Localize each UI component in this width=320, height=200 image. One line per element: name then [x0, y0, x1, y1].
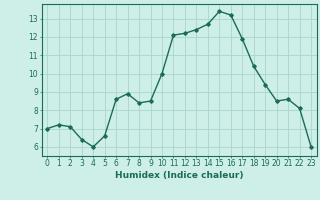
X-axis label: Humidex (Indice chaleur): Humidex (Indice chaleur): [115, 171, 244, 180]
